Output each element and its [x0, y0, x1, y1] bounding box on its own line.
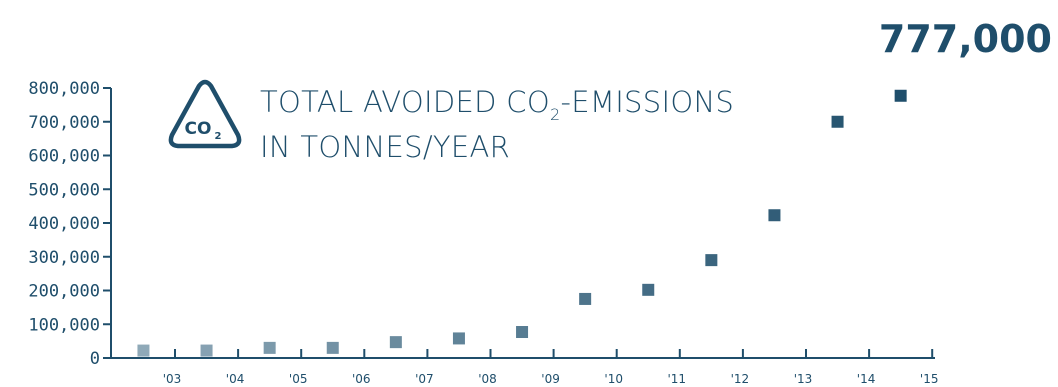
data-point: [326, 341, 339, 354]
badge-subscript: 2: [215, 131, 222, 142]
x-ticks: '03 '04 '05 '06 '07 '08 '09 '10 '11 '12 '13 '14 '15: [163, 349, 939, 386]
badge-text: CO: [185, 119, 212, 139]
x-tick-label: '11: [668, 372, 687, 386]
y-tick-label: 600,000: [28, 147, 100, 167]
data-point: [642, 283, 655, 296]
x-tick-label: '08: [478, 372, 497, 386]
x-tick-label: '09: [541, 372, 560, 386]
title-part-a: TOTAL AVOIDED CO: [260, 85, 550, 119]
x-tick-label: '13: [794, 372, 813, 386]
data-point: [894, 89, 907, 102]
data-point: [705, 254, 718, 267]
y-tick-label: 500,000: [28, 180, 100, 200]
x-tick-label: '04: [226, 372, 245, 386]
data-point: [579, 292, 592, 305]
x-tick-label: '03: [163, 372, 182, 386]
data-point: [389, 336, 402, 349]
x-tick-label: '06: [352, 372, 371, 386]
data-point: [768, 209, 781, 222]
chart-title-line1: TOTAL AVOIDED CO2-EMISSIONS: [260, 85, 734, 124]
data-point: [263, 341, 276, 354]
y-tick-label: 200,000: [28, 282, 100, 302]
x-tick-label: '10: [604, 372, 623, 386]
x-tick-label: '14: [857, 372, 876, 386]
data-point: [516, 326, 529, 339]
title-part-b: -EMISSIONS: [560, 85, 734, 119]
headline-value: 777,000: [879, 17, 1052, 61]
x-tick-label: '15: [920, 372, 939, 386]
co2-triangle-icon: CO 2: [168, 79, 242, 149]
y-tick-label: 300,000: [28, 248, 100, 268]
title-subscript: 2: [550, 105, 560, 124]
y-tick-label: 700,000: [28, 113, 100, 133]
chart-title-line2: IN TONNES/YEAR: [260, 130, 510, 164]
data-point: [831, 115, 844, 128]
x-tick-label: '12: [731, 372, 750, 386]
y-ticks: 0 100,000 200,000 300,000 400,000 500,000 600,…: [28, 79, 111, 369]
y-tick-label: 800,000: [28, 79, 100, 99]
data-point: [137, 344, 150, 357]
data-point: [452, 332, 465, 345]
data-markers: [137, 89, 907, 357]
data-point: [200, 344, 213, 357]
x-tick-label: '07: [415, 372, 434, 386]
x-tick-label: '05: [289, 372, 308, 386]
y-tick-label: 400,000: [28, 214, 100, 234]
y-tick-label: 100,000: [28, 315, 100, 335]
y-tick-label: 0: [90, 349, 100, 369]
